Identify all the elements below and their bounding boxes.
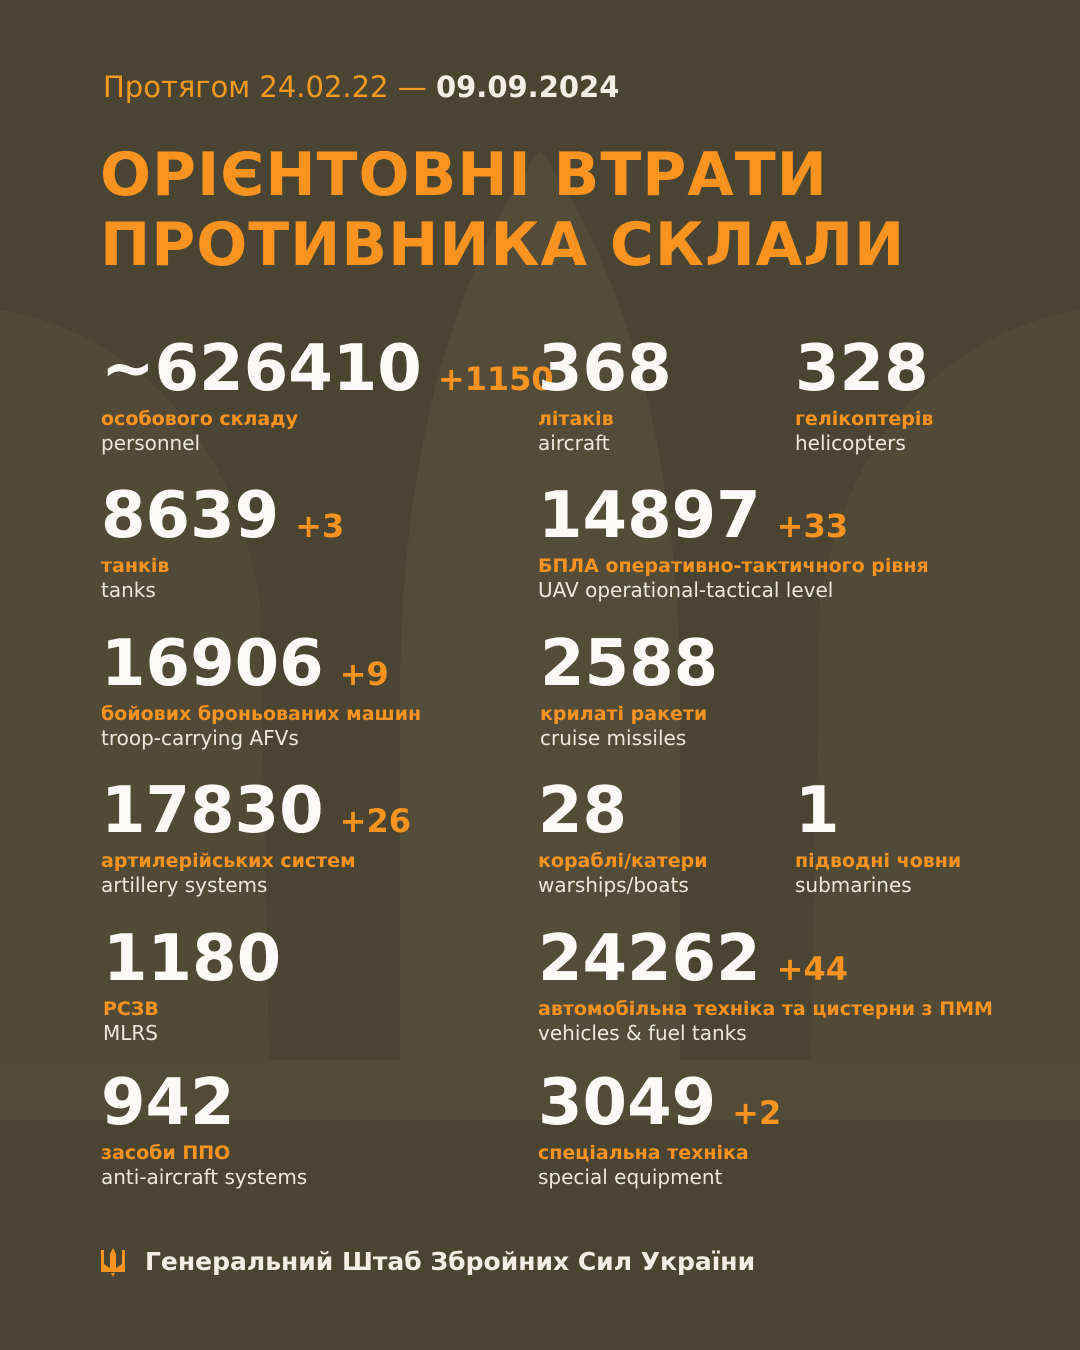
stat-value: 942: [101, 1066, 235, 1140]
label-en: vehicles & fuel tanks: [538, 1021, 747, 1045]
label-en: UAV operational-tactical level: [538, 578, 834, 602]
stat-row: 368: [538, 337, 672, 401]
stat: 3049 +2 спеціальна техніка special equipmen…: [538, 1071, 781, 1189]
footer: Генеральний Штаб Збройних Сил України: [145, 1247, 756, 1276]
stat-row: 942: [101, 1071, 307, 1135]
stat-delta: +2: [732, 1094, 782, 1132]
stat-delta: +44: [776, 950, 848, 988]
stat-row: 2588: [540, 632, 718, 696]
label-en: special equipment: [538, 1165, 723, 1189]
stat-value: 17830: [101, 774, 324, 848]
stat-row: 8639 +3: [101, 484, 344, 548]
label-en: MLRS: [103, 1021, 158, 1045]
label-uk: літаків: [538, 408, 614, 430]
stat-delta: +33: [776, 507, 848, 545]
label-uk: БПЛА оперативно-тактичного рівня: [538, 555, 929, 577]
stat-value: 1180: [103, 922, 282, 996]
stat-value: 368: [538, 332, 672, 406]
stat: 1 підводні човни submarines: [795, 779, 961, 897]
stat-row: 1: [795, 779, 961, 843]
stat: 14897 +33 БПЛА оперативно-тактичного рівня…: [538, 484, 929, 602]
stat-row: 14897 +33: [538, 484, 929, 548]
label-en: tanks: [101, 578, 156, 602]
stat-row: 3049 +2: [538, 1071, 781, 1135]
stat-value: 1: [795, 774, 840, 848]
label-uk: танків: [101, 555, 170, 577]
stat: 2588 крилаті ракети cruise missiles: [540, 632, 718, 750]
label-en: submarines: [795, 873, 912, 897]
period-text: Протягом 24.02.22 —: [103, 70, 427, 104]
label-uk: спеціальна техніка: [538, 1142, 749, 1164]
label-uk: РСЗВ: [103, 998, 159, 1020]
stat: 368 літаків aircraft: [538, 337, 672, 455]
label-uk: бойових броньованих машин: [101, 703, 422, 725]
stat-value: 28: [538, 774, 628, 848]
stat-row: 24262 +44: [538, 927, 993, 991]
label-uk: артилерійських систем: [101, 850, 356, 872]
label-uk: особового складу: [101, 408, 298, 430]
stat-delta: +1150: [437, 360, 554, 398]
stat: 16906 +9 бойових броньованих машин troop-ca…: [101, 632, 421, 750]
label-en: helicopters: [795, 431, 906, 455]
stat-value: 14897: [538, 479, 761, 553]
stat-delta: +26: [339, 802, 411, 840]
title-line: ПРОТИВНИКА СКЛАЛИ: [100, 210, 906, 280]
period: Протягом 24.02.22 — 09.09.2024: [103, 70, 619, 104]
stat: 942 засоби ППО anti-aircraft systems: [101, 1071, 307, 1189]
label-uk: гелікоптерів: [795, 408, 934, 430]
stat: 8639 +3 танків tanks: [101, 484, 344, 602]
stat-value: ~626410: [101, 332, 422, 406]
stat-row: 328: [795, 337, 933, 401]
label-en: artillery systems: [101, 873, 268, 897]
stat-row: 17830 +26: [101, 779, 411, 843]
stat-value: 3049: [538, 1066, 717, 1140]
stat: 28 кораблі/катери warships/boats: [538, 779, 708, 897]
stat-row: 28: [538, 779, 708, 843]
stat-value: 328: [795, 332, 929, 406]
stat-row: 1180: [103, 927, 281, 991]
title-line: ОРІЄНТОВНІ ВТРАТИ: [100, 140, 828, 210]
stat-delta: +9: [339, 655, 389, 693]
label-uk: підводні човни: [795, 850, 962, 872]
stat: 1180 РСЗВ MLRS: [103, 927, 281, 1045]
stat-value: 2588: [540, 627, 719, 701]
stat-row: 16906 +9: [101, 632, 421, 696]
label-uk: автомобільна техніка та цистерни з ПММ: [538, 998, 993, 1020]
stat-value: 8639: [101, 479, 280, 553]
date: 09.09.2024: [435, 70, 620, 104]
label-en: warships/boats: [538, 873, 689, 897]
label-uk: засоби ППО: [101, 1142, 231, 1164]
stat: 24262 +44 автомобільна техніка та цистерни…: [538, 927, 993, 1045]
stat-value: 16906: [101, 627, 324, 701]
stat-delta: +3: [295, 507, 345, 545]
label-en: cruise missiles: [540, 726, 687, 750]
stat: 328 гелікоптерів helicopters: [795, 337, 933, 455]
label-en: anti-aircraft systems: [101, 1165, 308, 1189]
label-uk: крилаті ракети: [540, 703, 708, 725]
stat: ~626410 +1150 особового складу personnel: [101, 337, 554, 455]
label-en: troop-carrying AFVs: [101, 726, 299, 750]
stat: 17830 +26 артилерійських систем artillery s…: [101, 779, 411, 897]
trident-icon: [101, 1248, 125, 1277]
label-en: personnel: [101, 431, 201, 455]
label-en: aircraft: [538, 431, 610, 455]
stat-value: 24262: [538, 922, 761, 996]
stat-row: ~626410 +1150: [101, 337, 554, 401]
label-uk: кораблі/катери: [538, 850, 708, 872]
